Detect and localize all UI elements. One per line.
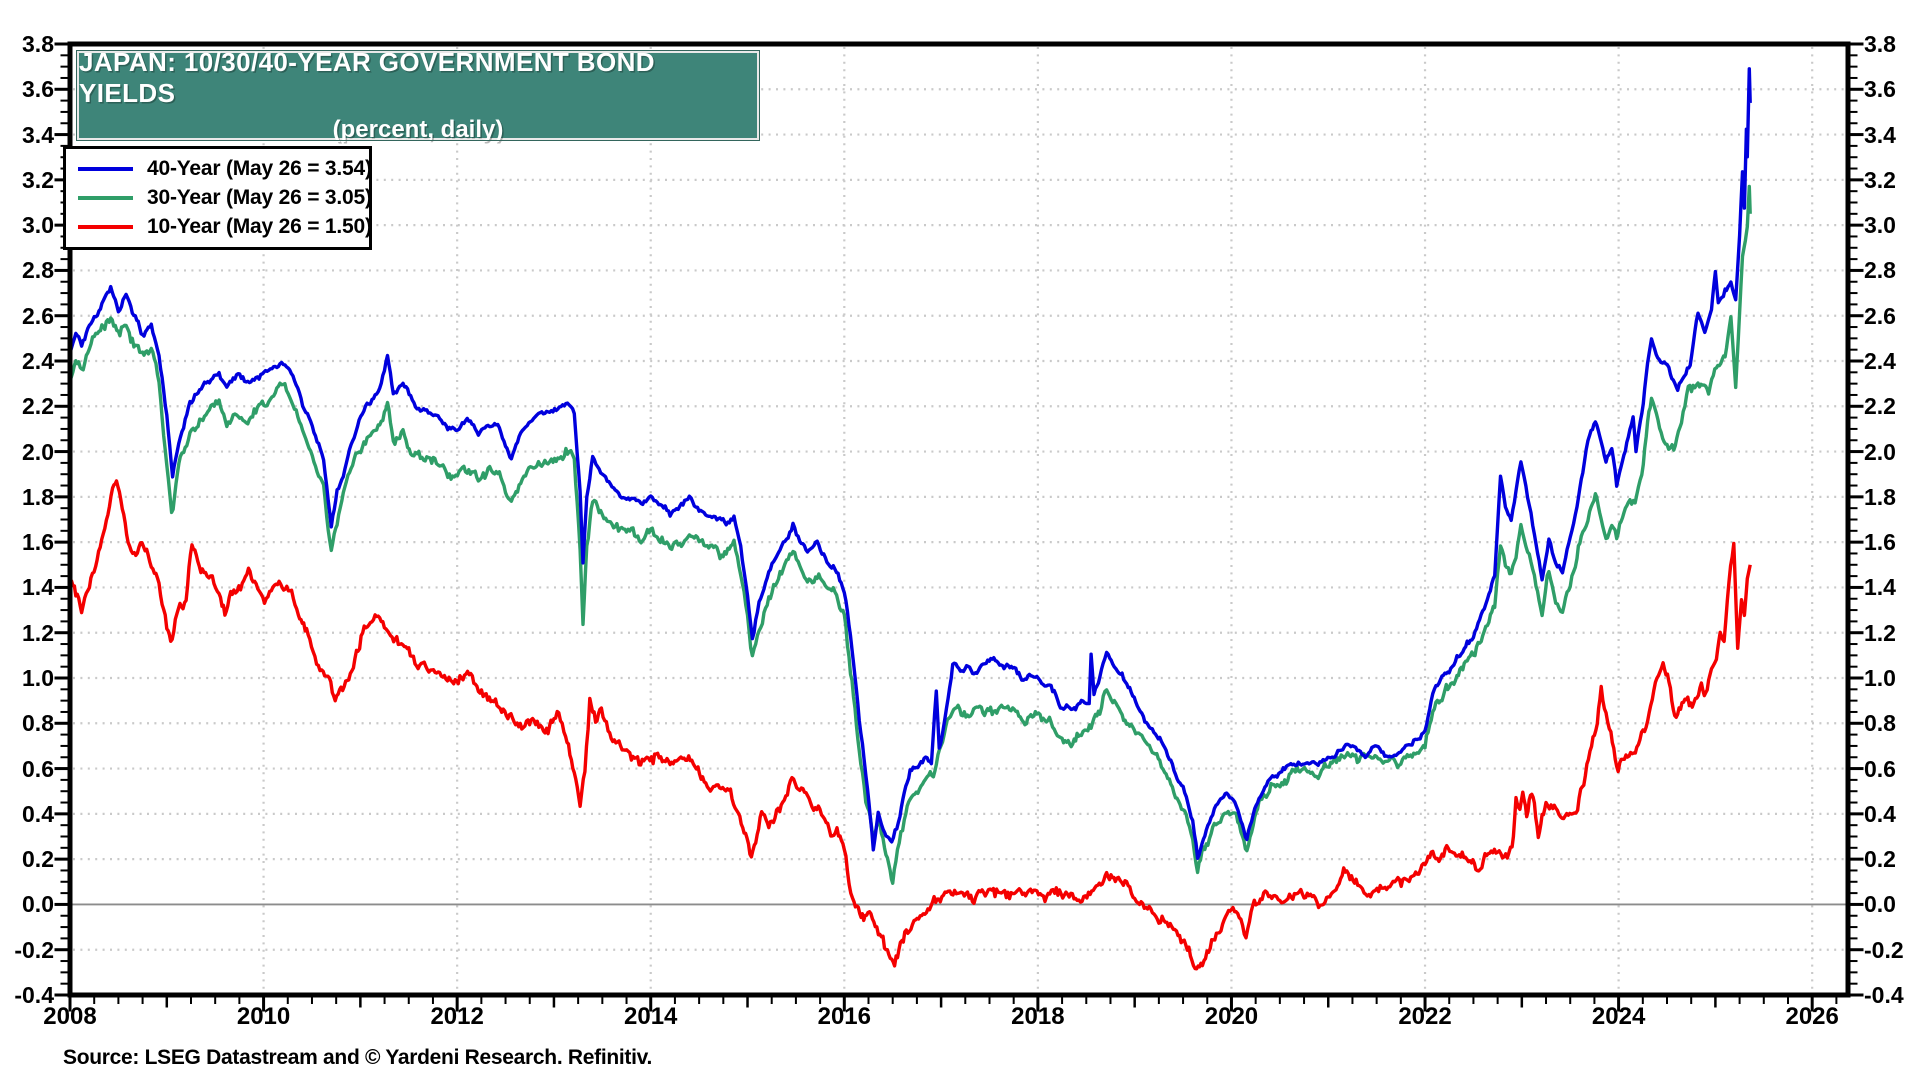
x-label-2018: 2018 [1011, 1003, 1065, 1030]
y-label-right-0.0: 0.0 [1864, 891, 1896, 918]
series-10-year-line [69, 479, 1752, 971]
y-label-left-3.8: 3.8 [22, 31, 54, 57]
y-label-right-3.2: 3.2 [1864, 166, 1896, 193]
x-label-2014: 2014 [624, 1003, 678, 1030]
y-label-left--0.2: -0.2 [14, 936, 54, 963]
y-label-right-1.6: 1.6 [1864, 529, 1896, 556]
y-label-left-1.8: 1.8 [22, 483, 54, 510]
y-label-left-3.4: 3.4 [22, 121, 54, 148]
x-label-2016: 2016 [817, 1003, 871, 1030]
y-label-left--0.4: -0.4 [14, 982, 54, 1008]
y-label-left-3.6: 3.6 [22, 76, 54, 103]
legend-item-30-year: 30-Year (May 26 = 3.05) [78, 185, 372, 210]
y-label-right-0.2: 0.2 [1864, 846, 1896, 873]
y-label-left-2.2: 2.2 [22, 393, 54, 420]
y-label-right-0.8: 0.8 [1864, 710, 1896, 737]
y-label-left-3.0: 3.0 [22, 212, 54, 239]
y-label-right-2.4: 2.4 [1864, 348, 1896, 374]
y-label-right-0.4: 0.4 [1864, 800, 1896, 827]
y-label-left-1.6: 1.6 [22, 529, 54, 556]
legend-label-30-year: 30-Year (May 26 = 3.05) [147, 185, 372, 209]
y-label-right-2.0: 2.0 [1864, 438, 1896, 465]
legend-swatch-40-year-icon [78, 166, 133, 171]
chart-subtitle: (percent, daily) [332, 116, 504, 143]
y-label-right-2.8: 2.8 [1864, 257, 1896, 284]
chart-title: JAPAN: 10/30/40-YEAR GOVERNMENT BOND YIE… [79, 47, 655, 108]
y-label-left-2.4: 2.4 [22, 348, 54, 374]
y-label-right--0.4: -0.4 [1864, 982, 1904, 1008]
y-label-left-3.2: 3.2 [22, 166, 54, 193]
legend-item-10-year: 10-Year (May 26 = 1.50) [78, 214, 372, 239]
y-label-right-1.8: 1.8 [1864, 483, 1896, 510]
x-label-2020: 2020 [1204, 1003, 1259, 1030]
y-label-left-2.8: 2.8 [22, 257, 54, 284]
legend-item-40-year: 40-Year (May 26 = 3.54) [78, 156, 372, 181]
legend-swatch-10-year-icon [78, 224, 133, 229]
x-label-2024: 2024 [1591, 1003, 1646, 1030]
legend-label-40-year: 40-Year (May 26 = 3.54) [147, 156, 372, 180]
y-label-right-3.4: 3.4 [1864, 121, 1896, 148]
y-label-left-1.0: 1.0 [22, 665, 54, 691]
y-label-right-2.6: 2.6 [1864, 302, 1896, 329]
y-label-left-2.0: 2.0 [22, 438, 54, 465]
y-label-right-2.2: 2.2 [1864, 393, 1896, 420]
x-label-2022: 2022 [1398, 1003, 1452, 1030]
y-label-left-0.6: 0.6 [22, 755, 54, 782]
y-label-left-1.4: 1.4 [22, 574, 54, 601]
legend-swatch-30-year-icon [78, 195, 133, 200]
series-30-year-line [68, 184, 1752, 885]
x-label-2010: 2010 [236, 1003, 291, 1030]
y-label-left-0.8: 0.8 [22, 710, 54, 737]
y-label-left-0.4: 0.4 [22, 800, 54, 827]
source-note: Source: LSEG Datastream and © Yardeni Re… [63, 1046, 653, 1069]
y-label-right-1.2: 1.2 [1864, 619, 1896, 646]
plot-frame [67, 41, 1851, 998]
y-label-right--0.2: -0.2 [1864, 936, 1904, 963]
y-label-right-1.0: 1.0 [1864, 665, 1896, 691]
y-label-right-0.6: 0.6 [1864, 755, 1896, 782]
y-label-left-1.2: 1.2 [22, 619, 54, 646]
y-label-right-3.6: 3.6 [1864, 76, 1896, 103]
x-label-2026: 2026 [1785, 1003, 1839, 1030]
y-label-right-3.0: 3.0 [1864, 212, 1896, 239]
y-label-right-1.4: 1.4 [1864, 574, 1896, 601]
y-label-right-3.8: 3.8 [1864, 31, 1896, 57]
y-label-left-0.2: 0.2 [22, 846, 54, 873]
chart-title-box: JAPAN: 10/30/40-YEAR GOVERNMENT BOND YIE… [76, 47, 760, 143]
legend: 40-Year (May 26 = 3.54) 30-Year (May 26 … [63, 146, 372, 250]
series-40-year-line [68, 67, 1752, 860]
x-label-2012: 2012 [430, 1003, 484, 1030]
x-label-2008: 2008 [43, 1003, 97, 1030]
y-label-left-0.0: 0.0 [22, 891, 54, 918]
y-label-left-2.6: 2.6 [22, 302, 54, 329]
legend-label-10-year: 10-Year (May 26 = 1.50) [147, 214, 372, 238]
